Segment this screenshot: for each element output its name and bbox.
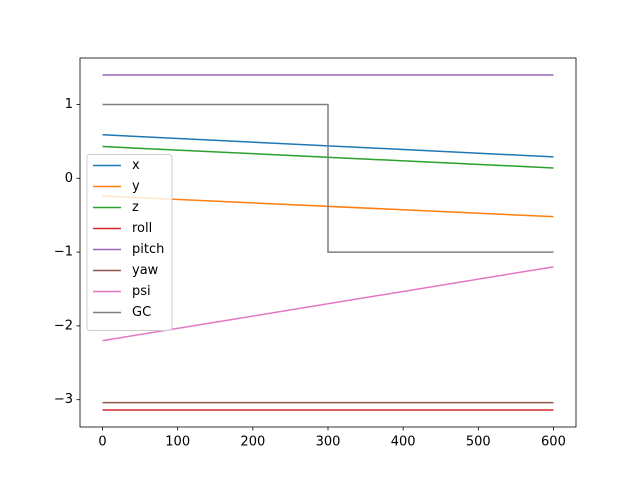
x-tick-label: 500 bbox=[466, 435, 491, 450]
legend-label: psi bbox=[132, 284, 151, 299]
legend-label: pitch bbox=[132, 242, 164, 257]
legend-label: GC bbox=[132, 305, 151, 320]
y-tick-label: −2 bbox=[54, 318, 73, 333]
legend-label: yaw bbox=[132, 263, 159, 278]
x-tick-label: 100 bbox=[165, 435, 190, 450]
x-tick-label: 200 bbox=[240, 435, 265, 450]
y-tick-label: −1 bbox=[54, 245, 73, 260]
y-tick-label: 1 bbox=[65, 97, 73, 112]
legend-label: y bbox=[132, 179, 140, 194]
legend-label: x bbox=[132, 158, 140, 173]
x-tick-label: 400 bbox=[391, 435, 416, 450]
x-tick-label: 300 bbox=[316, 435, 341, 450]
series-line bbox=[102, 266, 554, 342]
y-tick-label: 0 bbox=[65, 171, 73, 186]
x-tick-label: 0 bbox=[98, 435, 106, 450]
legend-label: z bbox=[132, 200, 139, 215]
plot-frame bbox=[79, 57, 577, 428]
series-line bbox=[102, 103, 554, 253]
y-tick-label: −3 bbox=[54, 392, 73, 407]
legend-box bbox=[86, 154, 173, 331]
legend-label: roll bbox=[132, 221, 152, 236]
x-tick-label: 600 bbox=[541, 435, 566, 450]
